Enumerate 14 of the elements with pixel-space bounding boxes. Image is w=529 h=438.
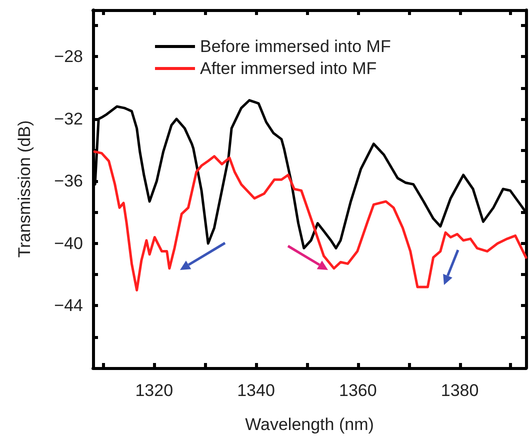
line-series — [93, 150, 528, 292]
x-axis-title: Wavelength (nm) — [245, 415, 374, 434]
y-tick-label: −28 — [54, 47, 83, 66]
y-tick-label: −40 — [54, 234, 83, 253]
legend-label: After immersed into MF — [200, 59, 377, 78]
legend-label: Before immersed into MF — [200, 37, 391, 56]
y-tick-label: −44 — [54, 296, 83, 316]
x-tick-label: 1340 — [237, 381, 275, 400]
x-tick-label: 1380 — [440, 381, 479, 400]
y-tick-label: −32 — [54, 109, 83, 128]
x-tick-label: 1360 — [338, 381, 377, 400]
y-tick-label: −36 — [54, 172, 83, 191]
y-axis-title: Transmission (dB) — [15, 120, 34, 258]
x-tick-label: 1320 — [135, 381, 174, 400]
